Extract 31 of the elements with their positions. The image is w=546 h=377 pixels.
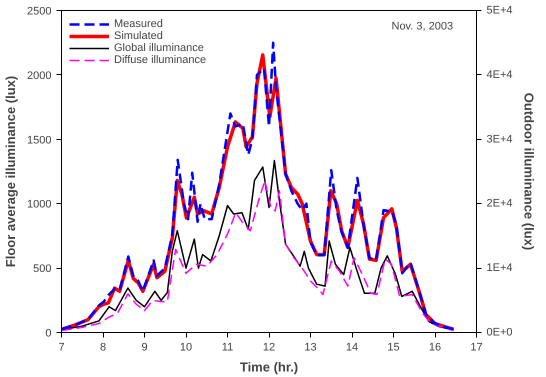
x-tick-label: 8 (100, 342, 106, 354)
x-tick-label: 16 (428, 342, 442, 354)
y-tick-label: 2500 (27, 6, 52, 18)
y2-tick-label: 1E+4 (486, 262, 512, 274)
y2-tick-label: 5E+4 (486, 4, 512, 16)
x-tick-label: 10 (180, 342, 192, 354)
x-tick-label: 7 (58, 342, 65, 354)
legend-label: Simulated (114, 30, 163, 42)
y-tick-label: 2000 (27, 70, 52, 82)
y2-tick-label: 0E+0 (486, 326, 512, 338)
annotation: Nov. 3, 2003 (392, 20, 454, 32)
y2-axis-title: Outdoor illuminance (lux) (521, 92, 536, 250)
x-tick-label: 12 (262, 342, 276, 354)
y-tick-label: 500 (33, 263, 52, 276)
y-tick-label: 0 (45, 328, 52, 340)
legend-label: Measured (114, 18, 163, 30)
y-tick-label: 1000 (27, 198, 52, 211)
legend-label: Global illuminance (114, 42, 204, 54)
y2-tick-label: 4E+4 (486, 68, 512, 81)
x-tick-label: 9 (141, 342, 148, 354)
y2-tick-label: 3E+4 (486, 133, 512, 146)
y-axis-title: Floor average illuminance (lux) (3, 76, 18, 268)
x-tick-label: 13 (304, 342, 317, 354)
x-tick-label: 15 (387, 342, 400, 354)
y2-tick-label: 2E+4 (486, 198, 512, 210)
x-tick-label: 17 (470, 342, 483, 354)
x-tick-label: 14 (346, 342, 358, 354)
y-tick-label: 1500 (27, 134, 52, 146)
x-axis-title: Time (hr.) (240, 360, 298, 374)
legend-label: Diffuse illuminance (114, 54, 206, 66)
x-tick-label: 11 (222, 342, 234, 354)
